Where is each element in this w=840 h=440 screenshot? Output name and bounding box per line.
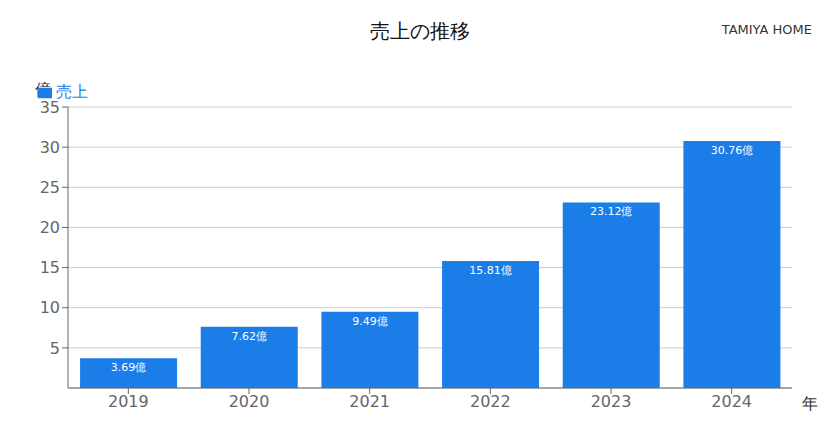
svg-text:億: 億: [35, 80, 51, 99]
html-text:売上の推移: 売上の推移: [370, 19, 470, 43]
svg-text:10: 10: [40, 298, 60, 317]
svg-text:2021: 2021: [349, 392, 390, 411]
svg-text:15.81億: 15.81億: [469, 264, 512, 277]
svg-text:年: 年: [802, 394, 818, 413]
svg-text:7.62億: 7.62億: [231, 330, 267, 343]
html-text:TAMIYA HOME: TAMIYA HOME: [721, 22, 812, 37]
svg-text:30: 30: [40, 138, 60, 157]
svg-text:15: 15: [40, 258, 60, 277]
svg-text:9.49億: 9.49億: [352, 315, 388, 328]
svg-text:2019: 2019: [108, 392, 149, 411]
svg-text:2023: 2023: [591, 392, 632, 411]
svg-text:35: 35: [40, 98, 60, 117]
svg-text:25: 25: [40, 178, 60, 197]
svg-text:23.12億: 23.12億: [590, 205, 633, 218]
svg-text:30.76億: 30.76億: [711, 144, 754, 157]
svg-text:2020: 2020: [229, 392, 270, 411]
svg-text:5: 5: [50, 339, 60, 358]
svg-text:20: 20: [40, 218, 60, 237]
html-text:売上: 売上: [56, 82, 88, 101]
svg-text:2024: 2024: [711, 392, 752, 411]
svg-text:2022: 2022: [470, 392, 511, 411]
svg-text:3.69億: 3.69億: [111, 361, 147, 374]
